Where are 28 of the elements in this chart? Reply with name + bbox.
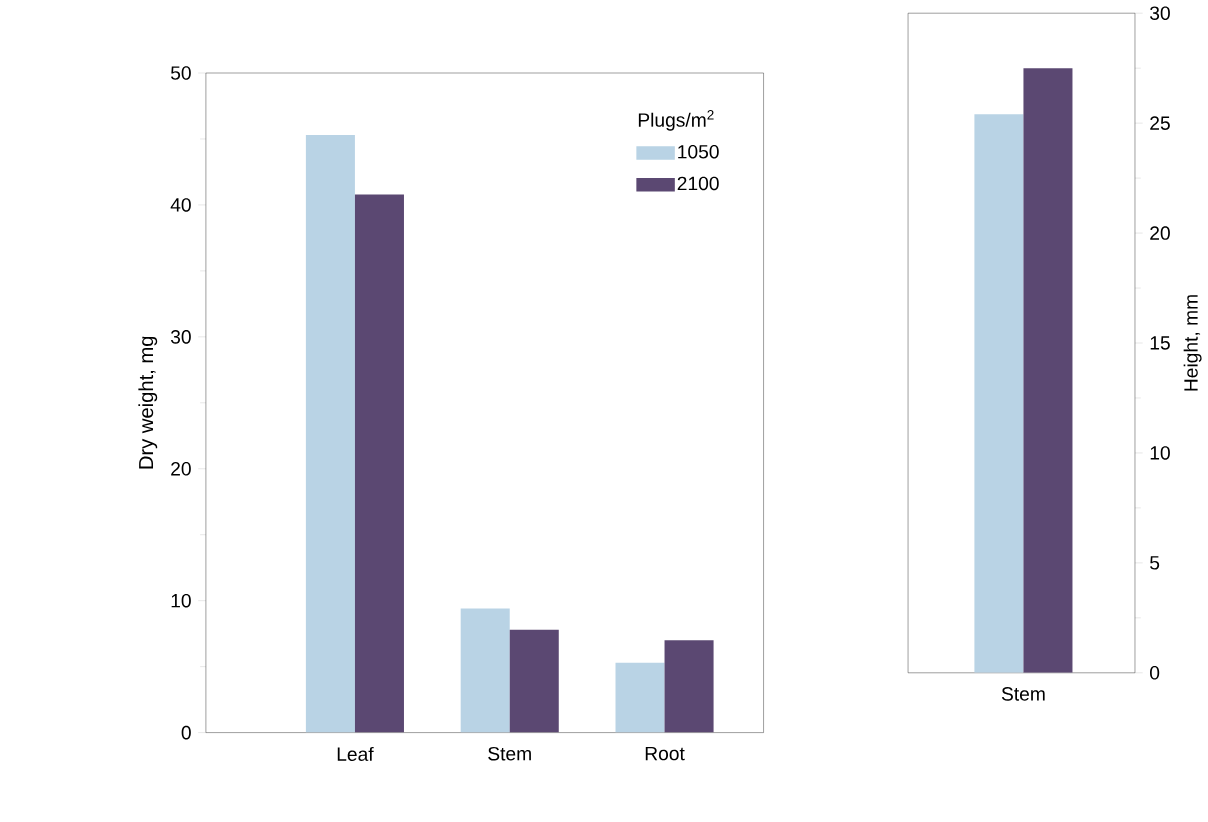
x-tick-label: Stem — [1001, 686, 1045, 701]
x-tick-label: Stem — [488, 746, 531, 761]
y-tick-label: 20 — [171, 461, 191, 476]
y-axis-title: Dry weight, mg — [138, 336, 158, 469]
y2-tick-label: 15 — [1150, 336, 1170, 350]
y2-tick-label: 30 — [1150, 6, 1170, 20]
y2-tick-label: 10 — [1150, 445, 1170, 460]
legend-label: 2100 — [677, 176, 719, 191]
y-tick-label: 0 — [181, 725, 191, 740]
x-tick-label: Leaf — [337, 746, 374, 761]
y2-tick-label: 5 — [1150, 556, 1160, 570]
y-tick-label: 50 — [170, 66, 191, 80]
bar — [615, 662, 665, 733]
x-tick-label: Root — [645, 746, 685, 761]
y2-tick-label: 20 — [1150, 226, 1170, 240]
bar — [460, 608, 510, 733]
y-tick-label: 40 — [170, 197, 191, 212]
y2-tick-label: 0 — [1150, 665, 1160, 680]
bar — [509, 629, 559, 733]
legend-label: 1050 — [678, 144, 719, 159]
bar — [305, 134, 355, 733]
legend-title: Plugs/m$^{2}$ — [638, 109, 714, 131]
y2-axis-title: Height, mm — [1183, 294, 1202, 391]
y-tick-label: 30 — [170, 329, 191, 344]
y2-tick-label: 25 — [1150, 116, 1170, 130]
y-tick-label: 10 — [171, 593, 191, 608]
bar — [664, 640, 714, 733]
bar — [354, 194, 404, 733]
